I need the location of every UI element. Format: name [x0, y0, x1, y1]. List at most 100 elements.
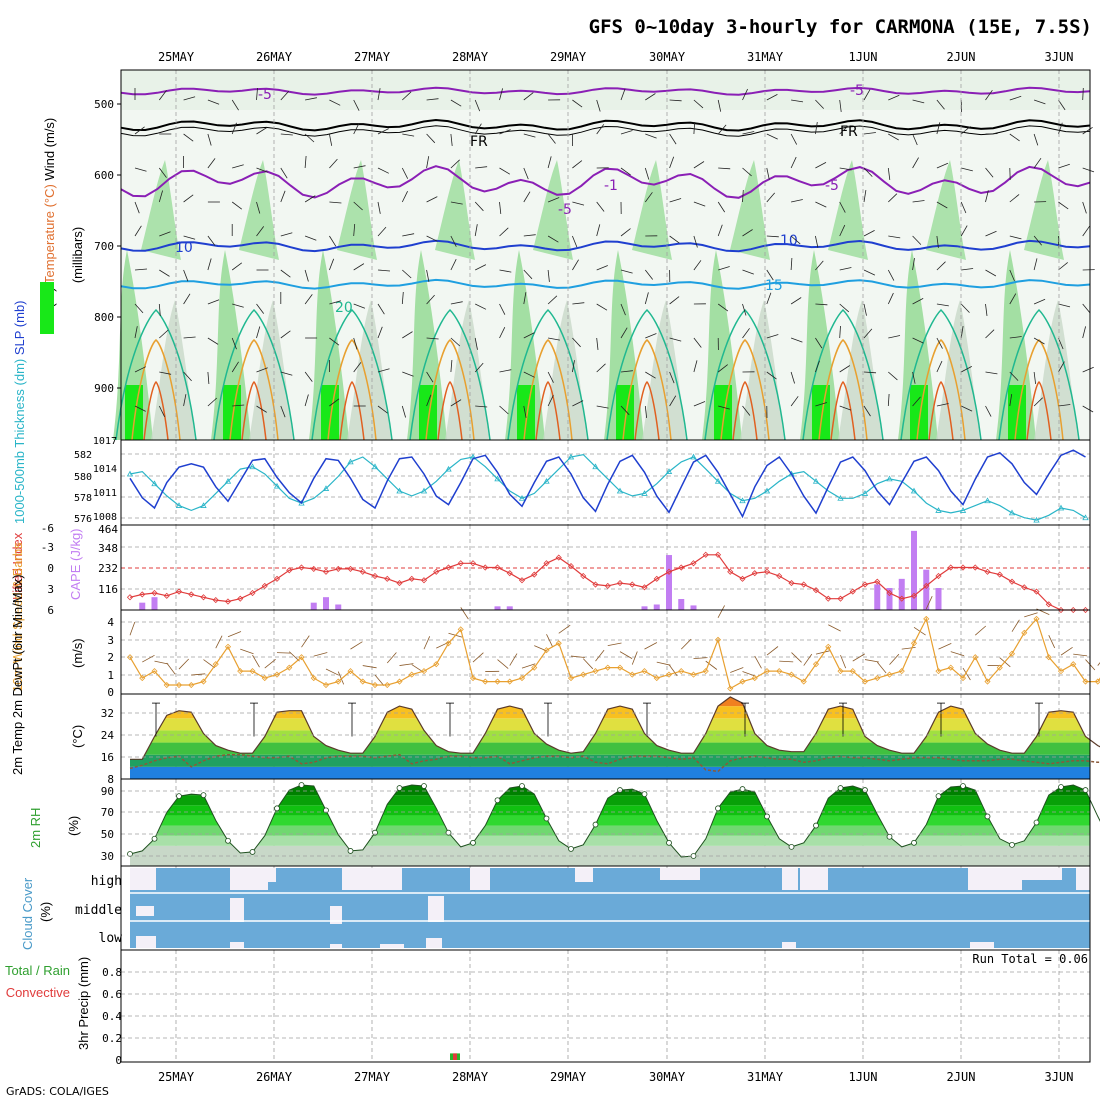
li-tick-label: 6: [47, 604, 54, 617]
rh-axis-labels: 2m RH: [28, 808, 43, 848]
rh-point: [961, 784, 966, 789]
temp-color-band: [121, 694, 1090, 706]
rh-point: [520, 784, 525, 789]
pressure-tick-label: 900: [94, 382, 114, 395]
precip-tick-label: 0.6: [102, 988, 122, 1001]
wind-barb-10m: [890, 654, 899, 664]
wind-barb-10m: [387, 653, 396, 664]
wind-tick-label: 4: [107, 616, 114, 629]
precip-axis-label: 3hr Precip (mm): [76, 957, 91, 1050]
wind-barb-10m: [694, 658, 708, 659]
rh-point: [275, 806, 280, 811]
wind-barb-10m: [902, 647, 916, 649]
cape-bar: [678, 599, 684, 610]
li-tick-label: 3: [47, 583, 54, 596]
wind-barb-10m: [583, 659, 593, 669]
chart-title: GFS 0~10day 3-hourly for CARMONA (15E, 7…: [589, 16, 1092, 38]
wind-tick-label: 1: [107, 669, 114, 682]
rh2m-label: 2m RH: [28, 808, 43, 848]
wind-barb-10m: [657, 662, 671, 665]
rh-point: [985, 814, 990, 819]
date-label-bottom: 3JUN: [1045, 1070, 1074, 1084]
date-label-top: 31MAY: [747, 50, 784, 64]
rh-point: [789, 844, 794, 849]
li-tick-label: -6: [41, 522, 54, 535]
pressure-axis-label: (millibars): [70, 227, 85, 283]
pressure-tick-label: 700: [94, 240, 114, 253]
slp-tick-label: 1011: [93, 488, 117, 499]
wind-barb-10m: [204, 660, 215, 668]
wind-barb-10m: [240, 649, 253, 654]
thickness-tick-label: 576: [74, 514, 92, 525]
cloud-level-label: low: [99, 931, 123, 946]
thickness-tick-label: 578: [74, 493, 92, 504]
rh-point: [1010, 842, 1015, 847]
rh-point: [716, 806, 721, 811]
cloud-gap: [575, 868, 593, 882]
rh-point: [495, 798, 500, 803]
wind-barb-10m: [939, 643, 952, 649]
cape-bar: [323, 597, 329, 610]
cloud-gap: [1022, 868, 1062, 880]
rh-point: [912, 840, 917, 845]
cloud-cover-label: Cloud Cover: [20, 877, 35, 950]
lifted-index-line: [130, 555, 1086, 610]
wind-barb-10m: [228, 632, 241, 637]
rh-point: [1034, 820, 1039, 825]
date-label-top: 30MAY: [649, 50, 686, 64]
date-label-top: 29MAY: [550, 50, 587, 64]
temp-units-group: (°C): [70, 725, 85, 748]
wind-barb-10m: [804, 654, 812, 665]
wind-barb-10m: [461, 607, 469, 619]
contour-label: 10: [175, 240, 193, 256]
cloud-units-group: (%): [38, 902, 53, 922]
wind-barb-10m: [865, 660, 879, 662]
wind-barb-10m: [179, 659, 189, 669]
wind-barb-10m: [632, 652, 637, 665]
rh-point: [814, 823, 819, 828]
cloud-gap: [428, 896, 444, 922]
cape-bar: [495, 606, 501, 610]
cloud-units-label: (%): [38, 902, 53, 922]
wind-barb-10m: [142, 655, 154, 662]
date-label-top: 25MAY: [158, 50, 195, 64]
contour-label: -1: [604, 178, 618, 194]
slp-tick-label: 1014: [93, 464, 117, 475]
wind-barb-10m: [792, 653, 802, 663]
slp-axis-labels: 1000-500mb Thickness (dm) SLP (mb): [12, 300, 27, 524]
wind-barb-10m: [767, 647, 778, 656]
cloud-gap: [230, 942, 244, 948]
temp-label: 2m Temp 2m DewPt (6hr Min/Max): [10, 574, 25, 775]
rh-units-group: (%): [66, 816, 81, 836]
rh-core: [910, 385, 928, 440]
rh-core: [125, 385, 143, 440]
credit-label: GrADS: COLA/IGES: [6, 1085, 109, 1098]
wind-barb-10m: [963, 668, 970, 680]
date-label-bottom: 1JUN: [849, 1070, 878, 1084]
rh-point: [936, 794, 941, 799]
slp-tick-label: 1017: [93, 436, 117, 447]
temperature-label: Temperature (°C): [42, 181, 57, 284]
cape-label: CAPE (J/kg): [68, 528, 83, 600]
rh-point: [201, 793, 206, 798]
wind-barb-10m: [155, 661, 169, 664]
wind-barb-10m: [1012, 620, 1019, 632]
li-tick-label: 0: [47, 562, 54, 575]
rh-color-band: [121, 785, 1090, 795]
wind-barb-10m: [718, 605, 725, 617]
date-label-bottom: 25MAY: [158, 1070, 195, 1084]
rh-point: [226, 838, 231, 843]
rh-tick-label: 30: [101, 850, 114, 863]
date-label-top: 27MAY: [354, 50, 391, 64]
date-label-bottom: 30MAY: [649, 1070, 686, 1084]
date-label-bottom: 27MAY: [354, 1070, 391, 1084]
cloud-axis-labels: Cloud Cover: [20, 877, 35, 950]
pressure-tick-label: 800: [94, 311, 114, 324]
wind-barb-10m: [314, 653, 328, 657]
cape-bar: [152, 597, 158, 610]
thickness-tick-label: 580: [74, 472, 92, 483]
cloud-level-label: high: [91, 874, 122, 889]
rh-color-band: [121, 805, 1090, 815]
temp-color-band: [121, 718, 1090, 730]
